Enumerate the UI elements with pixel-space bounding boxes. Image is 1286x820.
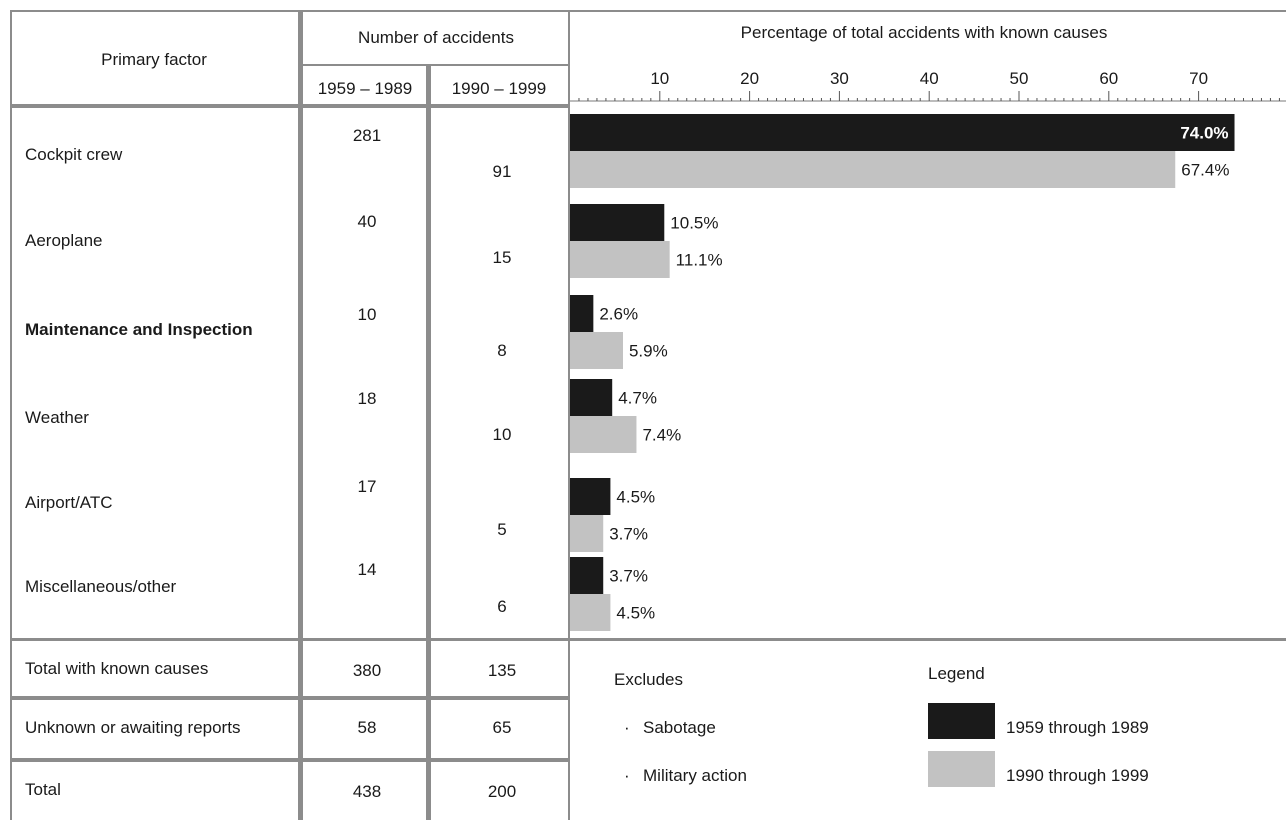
x-tick-label: 30: [830, 69, 849, 88]
data-label: 3.7%: [609, 525, 648, 544]
legend-label-1990-1999: 1990 through 1999: [1006, 766, 1149, 785]
chart-title: Percentage of total accidents with known…: [740, 23, 1108, 42]
data-label: 4.7%: [618, 389, 657, 408]
count-1990-1999: 10: [492, 425, 512, 444]
total-count-1990-1999: 135: [487, 661, 517, 680]
total-count-1959-1989: 380: [352, 661, 382, 680]
col-divider-1: [298, 10, 303, 820]
col-divider-2: [426, 64, 431, 820]
excludes-title: Excludes: [614, 670, 683, 689]
left-border: [10, 10, 12, 820]
total-label: Total: [25, 780, 61, 799]
data-label: 67.4%: [1181, 161, 1229, 180]
bar-1959-1989: [570, 114, 1235, 151]
count-1990-1999: 6: [497, 597, 507, 616]
total-label: Total with known causes: [25, 659, 209, 678]
factor-label: Airport/ATC: [25, 493, 113, 512]
header-number-of-accidents: Number of accidents: [358, 28, 514, 47]
header-period-2: 1990 – 1999: [451, 79, 547, 98]
data-label: 3.7%: [609, 567, 648, 586]
header-primary-factor: Primary factor: [101, 50, 207, 69]
total-row-divider-1: [10, 696, 570, 700]
x-tick-label: 20: [740, 69, 759, 88]
body-bottom-border: [10, 638, 1286, 641]
total-count-1990-1999: 65: [492, 718, 512, 737]
bar-1990-1999: [570, 416, 637, 453]
count-1959-1989: 17: [357, 477, 377, 496]
count-1990-1999: 5: [497, 520, 507, 539]
legend-label-1959-1989: 1959 through 1989: [1006, 718, 1149, 737]
data-label: 2.6%: [599, 305, 638, 324]
bar-1990-1999: [570, 332, 623, 369]
x-tick-label: 40: [920, 69, 939, 88]
bar-1959-1989: [570, 379, 613, 416]
total-row-divider-2: [10, 758, 570, 762]
factor-label: Cockpit crew: [25, 145, 123, 164]
factor-label: Miscellaneous/other: [25, 577, 177, 596]
bar-1990-1999: [570, 594, 611, 631]
legend-title: Legend: [928, 664, 985, 683]
data-label: 7.4%: [642, 426, 681, 445]
header-bottom-border: [10, 104, 570, 108]
data-label: 10.5%: [670, 214, 718, 233]
total-label: Unknown or awaiting reports: [25, 718, 241, 737]
excludes-item-military: Military action: [643, 766, 747, 785]
total-count-1990-1999: 200: [487, 782, 517, 801]
bar-1959-1989: [570, 557, 604, 594]
bar-1959-1989: [570, 295, 594, 332]
count-1990-1999: 91: [492, 162, 512, 181]
data-label: 11.1%: [676, 251, 723, 270]
x-tick-label: 50: [1010, 69, 1029, 88]
data-label: 74.0%: [1180, 124, 1228, 143]
col-divider-3: [568, 10, 570, 820]
x-tick-label: 10: [650, 69, 669, 88]
top-border: [10, 10, 1286, 12]
x-tick-label: 70: [1189, 69, 1208, 88]
x-tick-label: 60: [1099, 69, 1118, 88]
total-count-1959-1989: 438: [352, 782, 382, 801]
header-period-1: 1959 – 1989: [317, 79, 413, 98]
legend-swatch-1959-1989: [928, 703, 995, 739]
excludes-bullet: ·: [624, 766, 630, 785]
data-label: 4.5%: [616, 488, 655, 507]
data-label: 5.9%: [629, 342, 668, 361]
bar-chart: 10 20 30 40 50 60 70 74.0% 67.4% 10.5% 11.1% 2.6% 5.…: [570, 69, 1286, 631]
factor-label: Maintenance and Inspection: [25, 320, 253, 339]
count-1959-1989: 40: [357, 212, 377, 231]
count-1959-1989: 281: [352, 126, 382, 145]
count-1959-1989: 10: [357, 305, 377, 324]
bar-1959-1989: [570, 204, 665, 241]
subheader-divider: [303, 64, 568, 66]
legend-swatch-1990-1999: [928, 751, 995, 787]
excludes-bullet: ·: [624, 718, 630, 737]
factor-label: Weather: [25, 408, 89, 427]
factor-label: Aeroplane: [25, 231, 103, 250]
bar-1959-1989: [570, 478, 611, 515]
data-label: 4.5%: [616, 604, 655, 623]
bar-1990-1999: [570, 241, 670, 278]
bar-1990-1999: [570, 151, 1176, 188]
excludes-item-sabotage: Sabotage: [643, 718, 716, 737]
count-1990-1999: 8: [497, 341, 507, 360]
count-1959-1989: 14: [357, 560, 377, 579]
count-1959-1989: 18: [357, 389, 377, 408]
bar-1990-1999: [570, 515, 604, 552]
count-1990-1999: 15: [492, 248, 512, 267]
total-count-1959-1989: 58: [357, 718, 377, 737]
